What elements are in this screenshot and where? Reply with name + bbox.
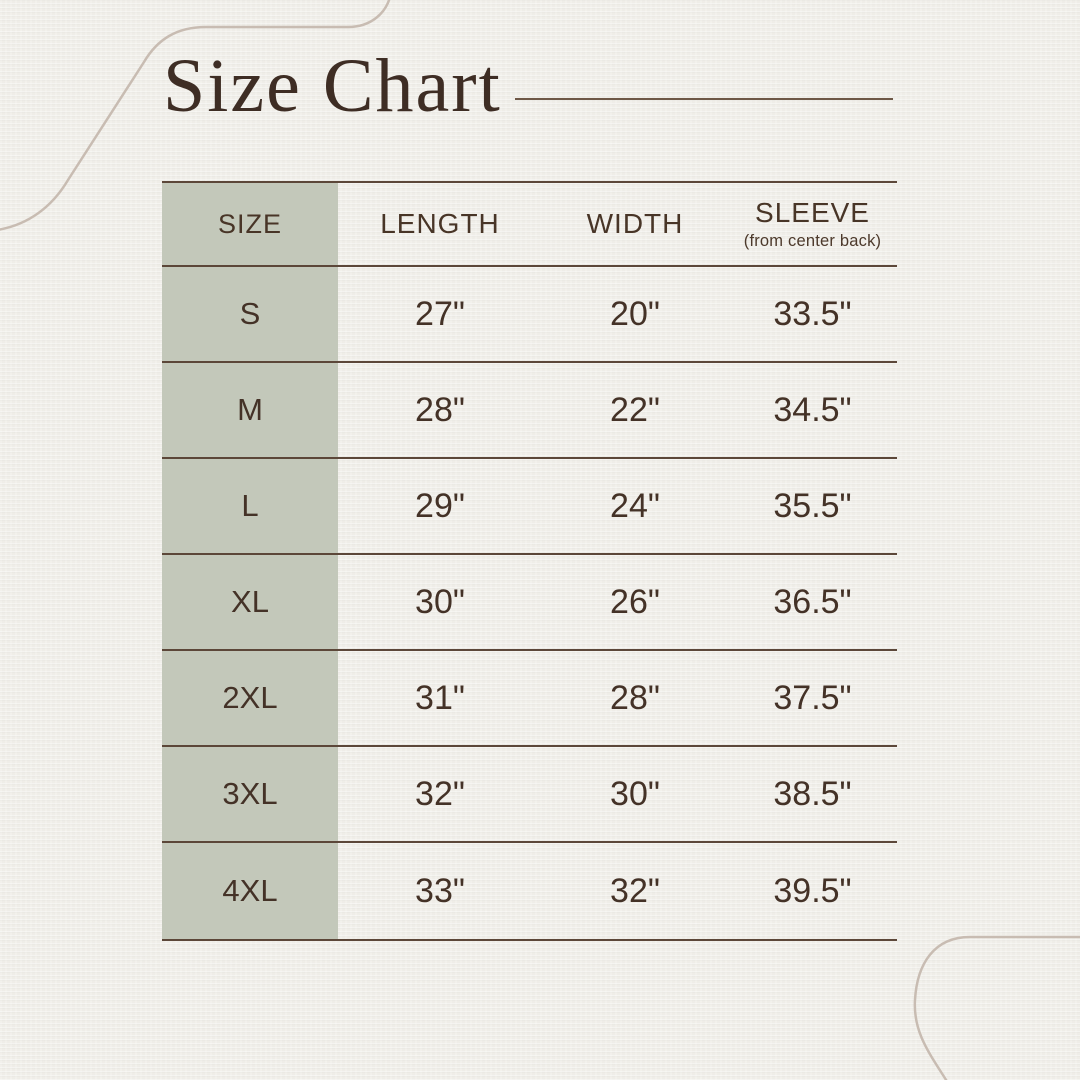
length-value: 29"	[415, 486, 465, 525]
size-label: M	[162, 363, 338, 457]
table-row: 3XL 32" 30" 38.5"	[162, 747, 897, 843]
column-header-width: WIDTH	[586, 208, 684, 239]
title-rule-line	[515, 98, 893, 100]
table-row: M 28" 22" 34.5"	[162, 363, 897, 459]
width-value: 26"	[610, 582, 660, 621]
sleeve-value: 36.5"	[773, 582, 852, 621]
size-label: 4XL	[162, 843, 338, 939]
width-value: 24"	[610, 486, 660, 525]
table-row: 4XL 33" 32" 39.5"	[162, 843, 897, 939]
length-value: 32"	[415, 774, 465, 813]
corner-curve-bottom-right	[913, 935, 1080, 1080]
length-value: 31"	[415, 678, 465, 717]
table-row: XL 30" 26" 36.5"	[162, 555, 897, 651]
table-row: 2XL 31" 28" 37.5"	[162, 651, 897, 747]
page-title: Size Chart	[163, 44, 502, 128]
size-label: XL	[162, 555, 338, 649]
sleeve-value: 39.5"	[773, 871, 852, 910]
width-value: 32"	[610, 871, 660, 910]
size-label: 3XL	[162, 747, 338, 841]
width-value: 30"	[610, 774, 660, 813]
width-value: 28"	[610, 678, 660, 717]
sleeve-value: 33.5"	[773, 294, 852, 333]
column-header-length: LENGTH	[380, 208, 500, 239]
table-header-row: SIZE LENGTH WIDTH SLEEVE (from center ba…	[162, 183, 897, 267]
size-label: 2XL	[162, 651, 338, 745]
table-row: L 29" 24" 35.5"	[162, 459, 897, 555]
sleeve-value: 34.5"	[773, 390, 852, 429]
column-header-sleeve-label: SLEEVE	[755, 197, 870, 229]
length-value: 30"	[415, 582, 465, 621]
size-label: S	[162, 267, 338, 361]
length-value: 28"	[415, 390, 465, 429]
length-value: 33"	[415, 871, 465, 910]
column-header-size: SIZE	[162, 183, 338, 265]
table-row: S 27" 20" 33.5"	[162, 267, 897, 363]
width-value: 20"	[610, 294, 660, 333]
length-value: 27"	[415, 294, 465, 333]
sleeve-value: 38.5"	[773, 774, 852, 813]
size-label: L	[162, 459, 338, 553]
size-chart-table: SIZE LENGTH WIDTH SLEEVE (from center ba…	[162, 181, 897, 941]
sleeve-value: 35.5"	[773, 486, 852, 525]
column-header-sleeve-subtext: (from center back)	[743, 231, 882, 250]
column-header-sleeve: SLEEVE (from center back)	[728, 197, 897, 250]
width-value: 22"	[610, 390, 660, 429]
sleeve-value: 37.5"	[773, 678, 852, 717]
